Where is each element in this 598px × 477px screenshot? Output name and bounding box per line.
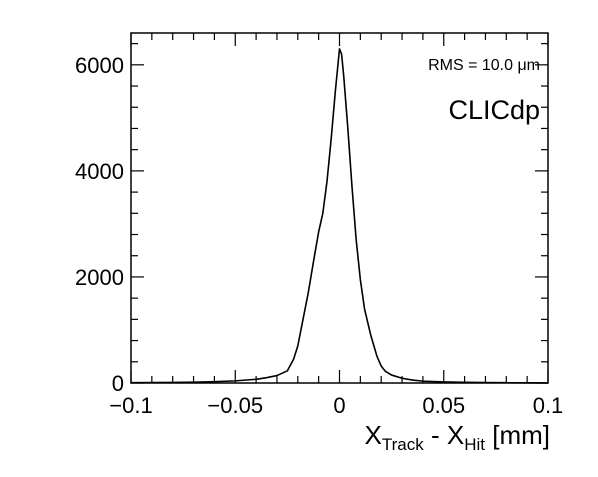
x-axis-title-subscript: Track: [382, 435, 424, 454]
x-axis-title-part: X: [365, 420, 382, 450]
y-tick-label: 0: [112, 371, 124, 396]
y-tick-label: 4000: [75, 159, 124, 184]
y-tick-label: 6000: [75, 53, 124, 78]
x-tick-label: −0.1: [109, 393, 152, 418]
x-tick-label: 0.1: [533, 393, 564, 418]
x-axis-ticks: [130, 33, 549, 383]
x-axis-title-part: [mm]: [485, 420, 550, 450]
x-axis-title: XTrack - XHit [mm]: [365, 420, 550, 454]
histogram-series-line: [130, 48, 549, 384]
plot-frame: [130, 32, 549, 384]
clicdp-label: CLICdp: [448, 95, 540, 125]
x-axis-tick-labels: −0.1 −0.05 0 0.05 0.1: [109, 393, 563, 418]
rms-annotation: RMS = 10.0 μm: [428, 57, 540, 74]
x-tick-label: −0.05: [207, 393, 263, 418]
y-axis-tick-labels: 0 2000 4000 6000: [75, 53, 124, 396]
x-axis-title-subscript: Hit: [464, 435, 485, 454]
x-axis-title-part: - X: [424, 420, 464, 450]
y-tick-label: 2000: [75, 265, 124, 290]
x-tick-label: 0: [333, 393, 345, 418]
y-axis-ticks: [131, 43, 548, 384]
x-tick-label: 0.05: [422, 393, 465, 418]
